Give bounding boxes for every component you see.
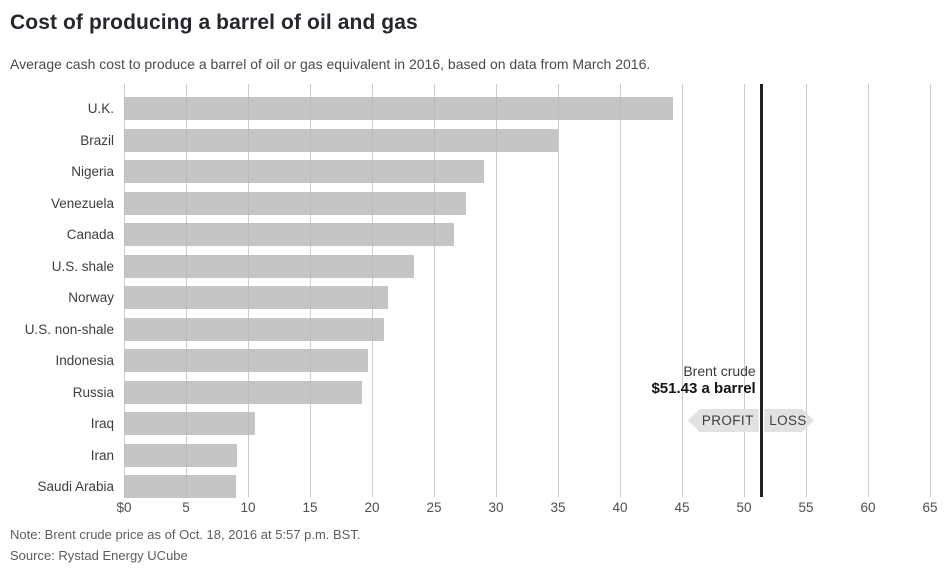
gridline bbox=[744, 84, 745, 497]
gridline bbox=[434, 84, 435, 497]
bar-row: U.S. non-shale bbox=[0, 317, 945, 341]
bar bbox=[124, 223, 454, 246]
chart-subtitle: Average cash cost to produce a barrel of… bbox=[10, 56, 651, 72]
category-label: U.K. bbox=[87, 101, 114, 116]
gridline bbox=[558, 84, 559, 497]
x-tick-label: 40 bbox=[612, 500, 628, 515]
category-label: Brazil bbox=[80, 132, 114, 148]
x-tick-label: 50 bbox=[736, 500, 752, 515]
bar-row: Norway bbox=[0, 286, 945, 309]
gridline bbox=[930, 84, 931, 497]
bar-row: Brazil bbox=[0, 128, 945, 152]
gridline bbox=[620, 84, 621, 497]
reference-label-price: $51.43 a barrel bbox=[651, 380, 756, 397]
reference-label-name: Brent crude bbox=[683, 363, 756, 379]
bar-row: Nigeria bbox=[0, 160, 945, 183]
x-tick-label: 25 bbox=[426, 500, 442, 515]
category-label: Saudi Arabia bbox=[37, 479, 114, 494]
category-label: U.S. non-shale bbox=[24, 321, 114, 337]
bar bbox=[124, 349, 369, 372]
bar-row: Iran bbox=[0, 443, 945, 467]
x-tick-label: 35 bbox=[550, 500, 566, 515]
bar bbox=[124, 286, 389, 309]
x-tick-label: 10 bbox=[240, 500, 256, 515]
gridline bbox=[682, 84, 683, 497]
category-label: Iran bbox=[90, 447, 114, 463]
chart-source: Source: Rystad Energy UCube bbox=[10, 548, 188, 563]
category-label: Nigeria bbox=[71, 164, 114, 179]
x-tick-label: 20 bbox=[364, 500, 380, 515]
category-label: U.S. shale bbox=[51, 258, 114, 274]
x-tick-label: 55 bbox=[798, 500, 814, 515]
bar-row: U.S. shale bbox=[0, 254, 945, 278]
bar-row: Saudi Arabia bbox=[0, 475, 945, 498]
gridline bbox=[868, 84, 869, 497]
profit-badge-label: PROFIT bbox=[701, 413, 754, 428]
profit-badge: PROFIT bbox=[687, 409, 759, 432]
reference-line-label: Brent crude $51.43 a barrel bbox=[536, 363, 756, 397]
x-tick-label: 60 bbox=[860, 500, 876, 515]
x-tick-label: 5 bbox=[182, 500, 190, 515]
category-label: Norway bbox=[68, 290, 114, 305]
bar bbox=[124, 443, 237, 467]
bar bbox=[124, 160, 484, 183]
bar-row: Canada bbox=[0, 223, 945, 246]
gridline bbox=[806, 84, 807, 497]
bar bbox=[124, 254, 415, 278]
bar bbox=[124, 191, 467, 215]
category-label: Canada bbox=[66, 227, 114, 242]
bar-row: Russia bbox=[0, 380, 945, 404]
loss-badge-label: LOSS bbox=[769, 413, 807, 428]
category-label: Venezuela bbox=[50, 195, 114, 211]
category-label: Russia bbox=[72, 384, 114, 400]
chart-title: Cost of producing a barrel of oil and ga… bbox=[10, 11, 418, 34]
x-tick-label: 65 bbox=[922, 500, 938, 515]
bar bbox=[124, 475, 236, 498]
bar-row: U.K. bbox=[0, 97, 945, 120]
brent-crude-reference-line bbox=[760, 84, 763, 497]
bar bbox=[124, 128, 558, 152]
x-tick-label: 15 bbox=[302, 500, 318, 515]
category-label: Indonesia bbox=[55, 353, 114, 368]
bar bbox=[124, 317, 385, 341]
bar-row: Indonesia bbox=[0, 349, 945, 372]
x-tick-label: 30 bbox=[488, 500, 504, 515]
bar bbox=[124, 412, 256, 435]
bar-row: Iraq bbox=[0, 412, 945, 435]
bar-row: Venezuela bbox=[0, 191, 945, 215]
bar bbox=[124, 97, 674, 120]
category-label: Iraq bbox=[90, 416, 114, 431]
loss-badge: LOSS bbox=[764, 409, 814, 432]
gridline bbox=[496, 84, 497, 497]
bar bbox=[124, 380, 363, 404]
x-tick-label: $0 bbox=[116, 500, 132, 515]
chart-note: Note: Brent crude price as of Oct. 18, 2… bbox=[10, 527, 361, 542]
x-tick-label: 45 bbox=[674, 500, 690, 515]
